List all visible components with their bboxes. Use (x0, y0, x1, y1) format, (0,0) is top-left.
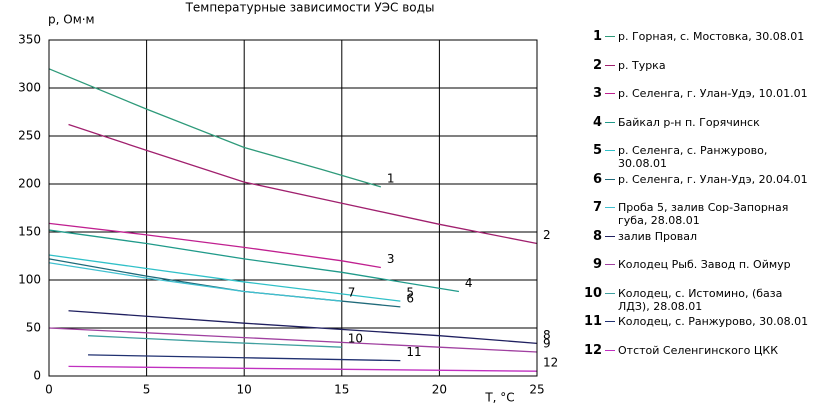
legend-number: 9 (592, 257, 602, 272)
series-line (48, 254, 401, 302)
legend-label: р. Селенга, г. Улан-Удэ, 10.01.01 (618, 87, 808, 100)
y-tick-label: 200 (18, 177, 41, 191)
legend-label: р. Турка (618, 58, 666, 72)
series-line (68, 365, 538, 372)
legend-number: 10 (584, 285, 603, 301)
series-line (88, 335, 342, 348)
x-tick-label: 20 (432, 383, 447, 397)
legend-label: Колодец Рыб. Завод п. Оймур (618, 258, 791, 271)
legend-item: 6 р. Селенга, г. Улан-Удэ, 20.04.01 (584, 173, 812, 186)
legend-swatch (605, 264, 615, 265)
series-line (48, 327, 538, 353)
legend-item: 8 залив Провал (584, 230, 812, 243)
legend-item: 7 Проба 5, залив Сор-Запорная губа, 28.08… (584, 201, 812, 227)
x-tick-label: 25 (529, 383, 544, 397)
legend-number: 5 (592, 143, 602, 158)
x-axis-label: T, °C (484, 391, 514, 405)
series-line (48, 229, 460, 293)
series-label: 7 (348, 286, 356, 300)
legend-label: залив Провал (618, 229, 697, 243)
legend-item: 11 Колодец, с. Ранжурово, 30.08.01 (584, 315, 812, 328)
plot-frame (48, 39, 538, 377)
x-tick-label: 0 (45, 383, 53, 397)
legend-label: Проба 5, залив Сор-Запорная губа, 28.08.… (618, 201, 789, 227)
chart-title: Температурные зависимости УЭС воды (185, 1, 435, 15)
legend-swatch (605, 207, 615, 208)
series-label: 2 (543, 228, 551, 242)
legend-label: р. Селенга, г. Улан-Удэ, 20.04.01 (618, 172, 808, 186)
y-tick-label: 150 (18, 225, 41, 239)
series-label: 3 (387, 252, 395, 266)
series-line (48, 68, 382, 188)
legend-swatch (605, 64, 615, 66)
legend-item: 4 Байкал р-н п. Горячинск (584, 116, 812, 129)
legend-number: 1 (592, 29, 602, 44)
legend-swatch (605, 349, 615, 351)
x-tick-label: 5 (143, 383, 151, 397)
series-label: 6 (406, 291, 414, 305)
legend-number: 4 (592, 114, 602, 130)
legend-swatch (605, 36, 615, 37)
y-tick-label: 350 (18, 33, 41, 47)
legend-item: 9 Колодец Рыб. Завод п. Оймур (584, 258, 812, 271)
series-label: 11 (406, 345, 421, 359)
chart: Температурные зависимости УЭС воды р, Ом… (18, 1, 558, 405)
legend-swatch (605, 235, 615, 237)
legend-label: Колодец, с. Истомино, (база ЛДЗ), 28.08.… (618, 286, 783, 313)
series-line (68, 123, 538, 245)
series-label: 10 (348, 332, 363, 346)
legend-number: 11 (584, 314, 603, 329)
legend-swatch (605, 121, 615, 123)
y-tick-label: 250 (18, 129, 41, 143)
legend-label: р. Горная, с. Мостовка, 30.08.01 (618, 30, 805, 43)
legend-item: 12 Отстой Селенгинского ЦКК (584, 344, 812, 357)
series-label: 9 (543, 337, 551, 351)
legend-number: 12 (584, 342, 603, 358)
legend-item: 1 р. Горная, с. Мостовка, 30.08.01 (584, 30, 812, 43)
legend-item: 5 р. Селенга, с. Ранжурово, 30.08.01 (584, 144, 812, 170)
legend-swatch (605, 321, 615, 322)
series-label: 8 (543, 328, 551, 342)
legend-label: Байкал р-н п. Горячинск (618, 115, 760, 129)
series-label: 4 (465, 276, 473, 290)
legend-label: р. Селенга, с. Ранжурово, 30.08.01 (618, 144, 768, 170)
y-tick-label: 50 (26, 321, 41, 335)
y-axis-label: р, Ом·м (48, 13, 95, 27)
legend-item: 10 Колодец, с. Истомино, (база ЛДЗ), 28.0… (584, 287, 812, 313)
legend-swatch (605, 150, 615, 151)
legend-swatch (605, 93, 615, 94)
y-tick-label: 100 (18, 273, 41, 287)
legend-label: Отстой Селенгинского ЦКК (618, 343, 779, 357)
x-tick-label: 15 (334, 383, 349, 397)
y-tick-label: 0 (33, 369, 41, 383)
y-tick-label: 300 (18, 81, 41, 95)
series-label: 12 (543, 356, 558, 370)
x-tick-label: 10 (237, 383, 252, 397)
legend-number: 7 (592, 200, 602, 215)
legend-number: 8 (592, 228, 602, 244)
legend-swatch (605, 178, 615, 180)
series-line (48, 262, 342, 302)
legend-swatch (605, 292, 615, 294)
series-line (48, 222, 381, 269)
series-label: 5 (406, 286, 414, 300)
series-label: 1 (387, 171, 395, 185)
legend-number: 6 (592, 171, 602, 187)
series-line (48, 258, 401, 308)
series-line (68, 310, 538, 345)
legend-number: 3 (592, 86, 602, 101)
legend-label: Колодец, с. Ранжурово, 30.08.01 (618, 315, 809, 328)
legend-item: 2 р. Турка (584, 59, 812, 72)
legend-number: 2 (592, 57, 602, 73)
legend-item: 3 р. Селенга, г. Улан-Удэ, 10.01.01 (584, 87, 812, 100)
series-line (88, 354, 401, 362)
